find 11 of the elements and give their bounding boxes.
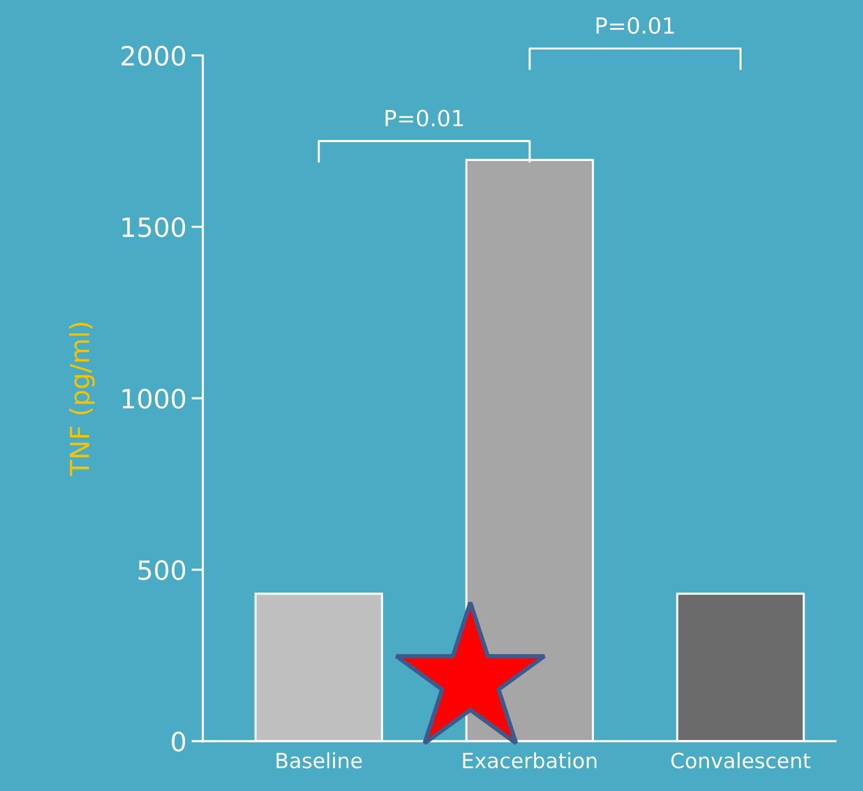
x-tick-label: Convalescent bbox=[671, 752, 810, 768]
y-tick-label: 0 bbox=[172, 732, 186, 752]
y-tick-label: 1000 bbox=[122, 388, 186, 409]
annotation: P=0.01 bbox=[386, 110, 463, 126]
y-axis-title: TNF (pg/ml) bbox=[69, 322, 95, 476]
x-tick-label: Baseline bbox=[276, 752, 362, 768]
text: P=0.01 bbox=[596, 17, 674, 34]
y-tick-label: 500 bbox=[138, 560, 186, 580]
y-tick-label: 1500 bbox=[122, 217, 186, 238]
x-tick-label: Exacerbation bbox=[463, 752, 596, 768]
y-tick-label: 2000 bbox=[122, 46, 186, 66]
